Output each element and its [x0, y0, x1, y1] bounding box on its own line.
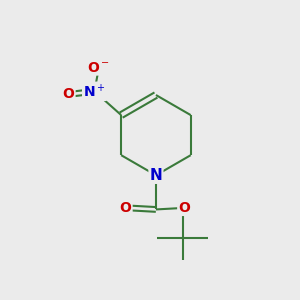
Text: N: N [150, 168, 162, 183]
Text: O$^-$: O$^-$ [87, 61, 110, 74]
Text: O: O [120, 201, 132, 215]
Text: N$^+$: N$^+$ [83, 82, 106, 100]
Text: O: O [178, 201, 190, 215]
Text: O: O [63, 87, 74, 101]
